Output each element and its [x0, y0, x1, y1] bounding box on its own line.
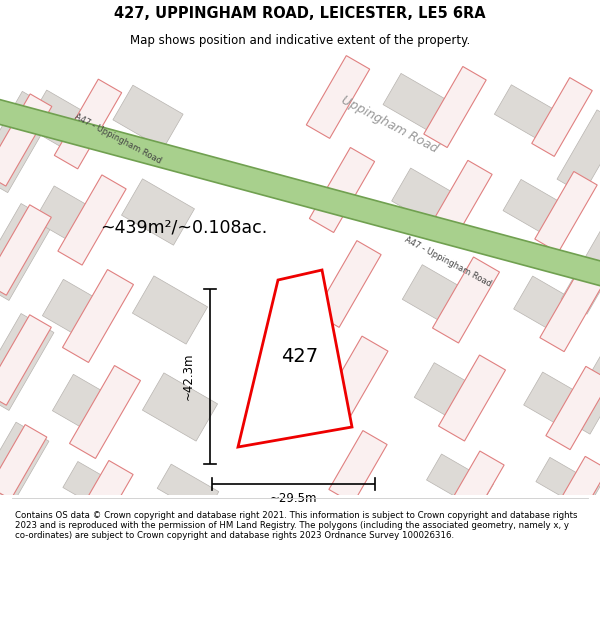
Polygon shape	[52, 374, 124, 439]
Polygon shape	[535, 171, 597, 252]
Polygon shape	[439, 355, 505, 441]
Polygon shape	[315, 241, 381, 328]
Polygon shape	[0, 424, 47, 499]
Polygon shape	[63, 461, 121, 512]
Polygon shape	[564, 350, 600, 434]
Polygon shape	[428, 161, 492, 244]
Polygon shape	[70, 366, 140, 459]
Polygon shape	[546, 366, 600, 449]
Polygon shape	[58, 175, 126, 265]
Polygon shape	[329, 431, 387, 504]
Polygon shape	[556, 456, 600, 519]
Polygon shape	[0, 91, 55, 192]
Polygon shape	[0, 94, 52, 186]
Polygon shape	[414, 362, 490, 429]
Polygon shape	[0, 92, 600, 296]
Text: Uppingham Road: Uppingham Road	[340, 93, 440, 155]
Polygon shape	[62, 269, 133, 362]
Polygon shape	[113, 85, 183, 149]
Text: 427, UPPINGHAM ROAD, LEICESTER, LE5 6RA: 427, UPPINGHAM ROAD, LEICESTER, LE5 6RA	[114, 6, 486, 21]
Polygon shape	[536, 458, 600, 511]
Polygon shape	[532, 78, 592, 156]
Polygon shape	[0, 422, 49, 502]
Polygon shape	[133, 276, 208, 344]
Polygon shape	[433, 257, 499, 343]
Polygon shape	[307, 56, 370, 138]
Polygon shape	[540, 268, 600, 352]
Polygon shape	[34, 186, 102, 248]
Text: ~42.3m: ~42.3m	[182, 352, 194, 400]
Polygon shape	[383, 73, 453, 134]
Polygon shape	[494, 85, 562, 143]
Polygon shape	[0, 315, 52, 405]
Polygon shape	[43, 279, 113, 344]
Polygon shape	[83, 461, 133, 519]
Polygon shape	[524, 372, 596, 436]
Polygon shape	[0, 204, 54, 301]
Text: A47 - Uppingham Road: A47 - Uppingham Road	[403, 235, 493, 289]
Polygon shape	[392, 168, 464, 232]
Polygon shape	[310, 148, 374, 232]
Polygon shape	[157, 464, 219, 516]
Polygon shape	[424, 66, 486, 148]
Text: A47 - Uppingham Road: A47 - Uppingham Road	[73, 112, 163, 166]
Polygon shape	[55, 79, 122, 169]
Text: Contains OS data © Crown copyright and database right 2021. This information is : Contains OS data © Crown copyright and d…	[15, 511, 577, 541]
Polygon shape	[557, 110, 600, 194]
Polygon shape	[0, 205, 52, 295]
Polygon shape	[402, 264, 478, 331]
Polygon shape	[238, 270, 352, 447]
Text: ~29.5m: ~29.5m	[270, 492, 317, 506]
Polygon shape	[514, 276, 586, 340]
Polygon shape	[320, 336, 388, 424]
Polygon shape	[450, 451, 504, 517]
Polygon shape	[503, 179, 573, 241]
Text: Map shows position and indicative extent of the property.: Map shows position and indicative extent…	[130, 34, 470, 47]
Text: 427: 427	[281, 348, 319, 366]
Polygon shape	[0, 314, 54, 411]
Polygon shape	[427, 454, 493, 510]
Text: ~439m²/~0.108ac.: ~439m²/~0.108ac.	[100, 218, 267, 236]
Polygon shape	[26, 90, 94, 154]
Polygon shape	[122, 179, 194, 245]
Polygon shape	[561, 230, 600, 314]
Polygon shape	[142, 373, 218, 441]
